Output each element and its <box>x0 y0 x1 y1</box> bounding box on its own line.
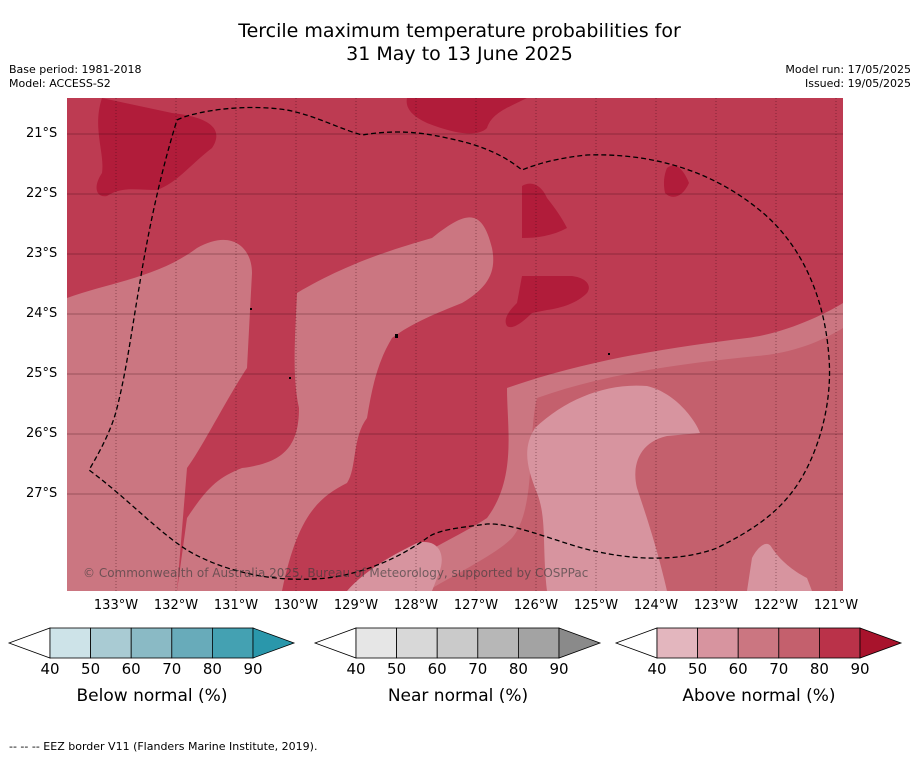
colorbar-segment <box>396 627 438 659</box>
lon-label: 121°W <box>813 598 859 613</box>
colorbar-min-arrow <box>614 627 658 659</box>
colorbar-tick: 90 <box>850 660 870 678</box>
map-svg <box>67 98 843 591</box>
model-name: Model: ACCESS-S2 <box>9 77 111 90</box>
copyright-notice: © Commonwealth of Australia 2025, Bureau… <box>83 566 589 580</box>
colorbar-tick: 80 <box>202 660 222 678</box>
colorbar-segment <box>171 627 213 659</box>
zone-90-mid <box>522 183 567 238</box>
colorbar-tick: 50 <box>688 660 708 678</box>
lon-label: 131°W <box>213 598 259 613</box>
colorbar-segment <box>211 627 254 659</box>
lon-label: 123°W <box>693 598 739 613</box>
lat-label: 27°S <box>26 486 58 501</box>
colorbar-segment <box>130 627 173 659</box>
issued-date: Issued: 19/05/2025 <box>804 77 911 90</box>
colorbar-tick: 40 <box>40 660 60 678</box>
colorbar-segment <box>656 627 698 659</box>
lat-label: 24°S <box>26 306 58 321</box>
colorbar-tick: 40 <box>647 660 667 678</box>
lon-label: 127°W <box>453 598 499 613</box>
colorbar-segment <box>436 627 479 659</box>
lat-label: 26°S <box>26 426 58 441</box>
colorbar-near <box>313 627 602 659</box>
colorbar-segment <box>818 627 861 659</box>
colorbar-segment <box>697 627 739 659</box>
colorbar-tick: 80 <box>809 660 829 678</box>
colorbar-min-arrow <box>7 627 51 659</box>
title-line-2: 31 May to 13 June 2025 <box>346 43 573 65</box>
lon-label: 130°W <box>273 598 319 613</box>
colorbar-tick: 50 <box>81 660 101 678</box>
zone-60-southwest <box>347 542 442 591</box>
probability-map: © Commonwealth of Australia 2025, Bureau… <box>67 98 843 591</box>
lon-label: 122°W <box>753 598 799 613</box>
zone-90-north <box>406 98 527 134</box>
meta-right: Model run: 17/05/2025 Issued: 19/05/2025 <box>785 63 911 91</box>
title-line-1: Tercile maximum temperature probabilitie… <box>238 20 681 42</box>
lon-label: 124°W <box>633 598 679 613</box>
lon-label: 128°W <box>393 598 439 613</box>
colorbar-tick: 90 <box>243 660 263 678</box>
colorbar-segment <box>778 627 820 659</box>
colorbar-below-label: Below normal (%) <box>76 686 228 706</box>
zone-70-center <box>177 217 494 591</box>
colorbar-tick: 70 <box>769 660 789 678</box>
zone-70-left <box>67 239 252 591</box>
lat-label: 23°S <box>26 246 58 261</box>
colorbar-segment <box>737 627 780 659</box>
eez-border <box>88 106 831 580</box>
colorbar-segment <box>49 627 91 659</box>
island-marker <box>608 353 610 355</box>
graticule <box>67 98 843 591</box>
colorbar-segment <box>517 627 560 659</box>
lat-label: 25°S <box>26 366 58 381</box>
colorbar-tick: 70 <box>468 660 488 678</box>
colorbar-min-arrow <box>313 627 357 659</box>
lon-label: 126°W <box>513 598 559 613</box>
island-marker <box>395 334 398 338</box>
colorbar-segment <box>477 627 519 659</box>
colorbar-max-arrow <box>859 627 903 659</box>
colorbar-tick: 60 <box>121 660 141 678</box>
colorbar-max-arrow <box>558 627 602 659</box>
colorbar-segment <box>355 627 397 659</box>
lon-label: 132°W <box>153 598 199 613</box>
zone-90-east-blob <box>663 165 689 197</box>
lon-label: 133°W <box>93 598 139 613</box>
colorbar-tick: 90 <box>549 660 569 678</box>
island-marker <box>250 308 252 310</box>
colorbar-max-arrow <box>252 627 296 659</box>
zone-60-corner <box>747 543 812 591</box>
colorbar-above <box>614 627 903 659</box>
lon-label: 129°W <box>333 598 379 613</box>
colorbar-tick: 60 <box>728 660 748 678</box>
lat-label: 22°S <box>26 186 58 201</box>
colorbar-tick: 60 <box>427 660 447 678</box>
zone-90-center <box>505 276 589 328</box>
colorbar-tick: 40 <box>346 660 366 678</box>
colorbar-tick: 50 <box>387 660 407 678</box>
colorbar-above-label: Above normal (%) <box>682 686 836 706</box>
colorbar-tick: 70 <box>162 660 182 678</box>
model-run: Model run: 17/05/2025 <box>785 63 911 76</box>
colorbar-tick: 80 <box>508 660 528 678</box>
colorbar-segment <box>90 627 132 659</box>
map-title: Tercile maximum temperature probabilitie… <box>0 20 919 66</box>
zone-90-nw <box>96 98 217 197</box>
zone-60-southeast <box>527 385 700 591</box>
lat-label: 21°S <box>26 126 58 141</box>
lon-label: 125°W <box>573 598 619 613</box>
colorbar-below <box>7 627 296 659</box>
island-marker <box>289 377 291 379</box>
base-period: Base period: 1981-2018 <box>9 63 142 76</box>
meta-left: Base period: 1981-2018 Model: ACCESS-S2 <box>9 63 141 91</box>
colorbar-near-label: Near normal (%) <box>387 686 529 706</box>
eez-footnote: -- -- -- EEZ border V11 (Flanders Marine… <box>9 740 318 753</box>
